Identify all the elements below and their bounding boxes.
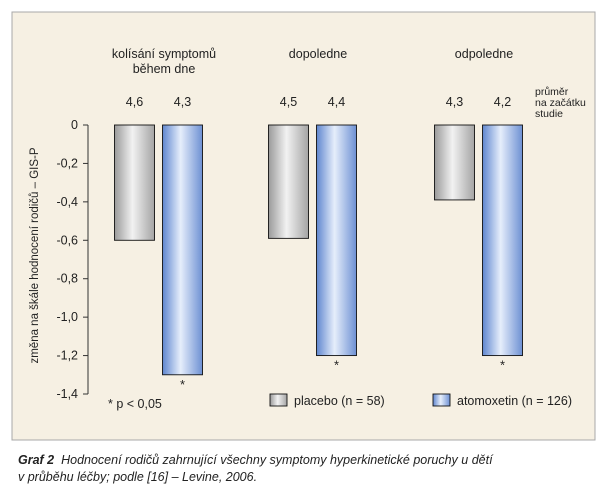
- category-label: kolísání symptomů: [112, 47, 216, 61]
- baseline-value: 4,3: [174, 95, 191, 109]
- baseline-value: 4,5: [280, 95, 297, 109]
- caption-text-line2: v průběhu léčby; podle [16] – Levine, 20…: [18, 470, 258, 484]
- caption-text-line1: Hodnocení rodičů zahrnující všechny symp…: [61, 453, 493, 467]
- y-tick-label: -1,4: [56, 387, 78, 401]
- y-tick-label: -1,0: [56, 310, 78, 324]
- baseline-value: 4,4: [328, 95, 345, 109]
- baseline-header: studie: [535, 108, 563, 120]
- y-axis-title: změna na škále hodnocení rodičů – GIS-P: [29, 147, 41, 363]
- caption-label: Graf 2: [18, 453, 55, 467]
- bar-placebo: [114, 124, 155, 241]
- baseline-value: 4,2: [494, 95, 511, 109]
- legend-swatch-placebo: [269, 393, 288, 407]
- footnote: * p < 0,05: [108, 397, 162, 411]
- baseline-value: 4,6: [126, 95, 143, 109]
- legend-swatch-atomoxetin: [432, 393, 451, 407]
- baseline-header: průměr: [535, 86, 569, 98]
- bar-atomoxetin: [162, 124, 203, 376]
- significance-mark: *: [180, 377, 185, 392]
- y-tick-label: -0,4: [56, 195, 78, 209]
- y-tick-label: -0,2: [56, 156, 78, 170]
- bar-atomoxetin: [316, 124, 357, 357]
- bar-placebo: [268, 124, 309, 239]
- baseline-value: 4,3: [446, 95, 463, 109]
- y-tick-label: 0: [71, 118, 78, 132]
- figure-caption: Graf 2 Hodnocení rodičů zahrnující všech…: [18, 452, 598, 486]
- category-label: dopoledne: [289, 47, 347, 61]
- y-tick-label: -1,2: [56, 349, 78, 363]
- significance-mark: *: [334, 358, 339, 373]
- y-tick-label: -0,8: [56, 272, 78, 286]
- baseline-header: na začátku: [535, 97, 586, 109]
- category-label: odpoledne: [455, 47, 513, 61]
- y-tick-label: -0,6: [56, 233, 78, 247]
- category-label: během dne: [133, 62, 196, 76]
- significance-mark: *: [500, 358, 505, 373]
- bar-atomoxetin: [482, 124, 523, 357]
- legend-label: placebo (n = 58): [294, 394, 385, 408]
- legend-label: atomoxetin (n = 126): [457, 394, 572, 408]
- bar-placebo: [434, 124, 475, 201]
